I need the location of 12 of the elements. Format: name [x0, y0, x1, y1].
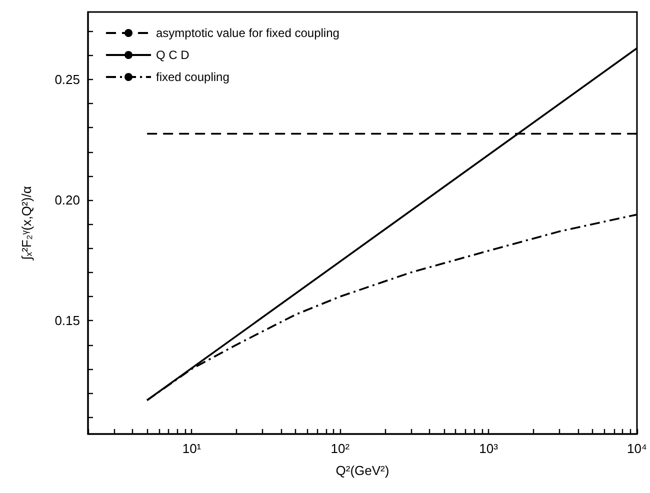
legend-label: Q C D — [156, 48, 190, 62]
x-tick-label: 10² — [330, 441, 350, 456]
legend-label: asymptotic value for fixed coupling — [156, 26, 340, 40]
legend-label: fixed coupling — [156, 70, 230, 84]
x-tick-label: 10³ — [479, 441, 499, 456]
x-axis-title: Q²(GeV²) — [336, 463, 390, 478]
x-tick-label: 10¹ — [182, 441, 202, 456]
y-tick-label: 0.25 — [54, 72, 80, 88]
y-tick-label: 0.20 — [54, 192, 80, 208]
y-axis-title: ∫ₓ²F₂ᵞ(x,Q²)/α — [19, 186, 34, 261]
x-tick-label: 10⁴ — [626, 441, 647, 456]
y-tick-label: 0.15 — [54, 313, 80, 328]
